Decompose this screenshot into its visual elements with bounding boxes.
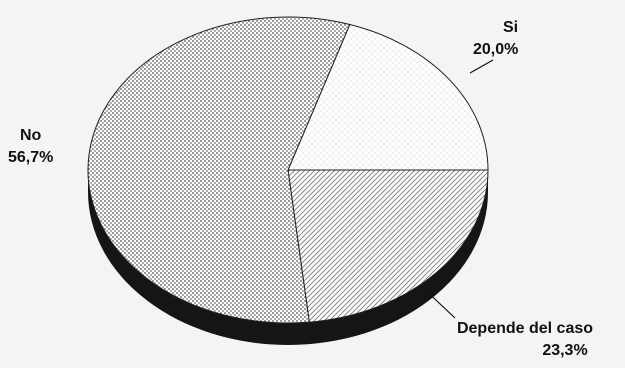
slice-label-si: Si xyxy=(503,19,518,36)
pie-slice-si xyxy=(287,23,489,171)
slice-value-depende-del-caso: 23,3% xyxy=(542,342,587,359)
slice-value-no: 56,7% xyxy=(8,149,53,166)
leader-line-si xyxy=(469,59,494,74)
slice-label-no: No xyxy=(20,127,42,144)
slice-value-si: 20,0% xyxy=(473,41,518,58)
slice-label-depende-del-caso: Depende del caso xyxy=(457,320,593,337)
pie-slice-depende-del-caso xyxy=(287,169,489,323)
pie-slice-no xyxy=(87,16,351,324)
leader-line-depende-del-caso xyxy=(419,284,456,319)
